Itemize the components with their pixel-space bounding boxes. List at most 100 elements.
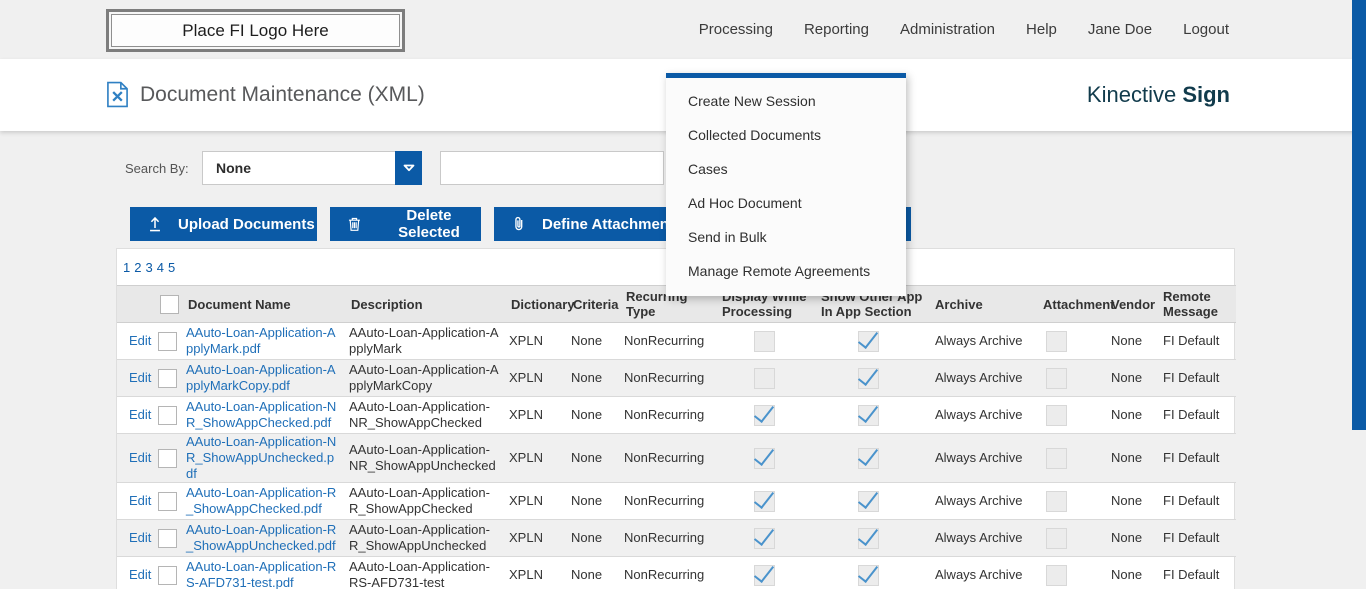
- display-while-processing-checkbox[interactable]: [754, 367, 775, 389]
- document-name-link[interactable]: AAuto-Loan-Application-ApplyMark.pdf: [186, 325, 336, 356]
- show-other-app-checkbox[interactable]: [858, 330, 879, 352]
- upload-documents-button[interactable]: Upload Documents: [130, 207, 317, 241]
- dictionary-cell: XPLN: [509, 450, 543, 465]
- fi-logo-text: Place FI Logo Here: [182, 20, 329, 40]
- brand-product: Sign: [1182, 82, 1230, 107]
- recurring-type-cell: NonRecurring: [624, 567, 705, 582]
- table-row: Edit AAuto-Loan-Application-RS-AFD731-te…: [117, 556, 1236, 589]
- show-other-app-checkbox[interactable]: [858, 367, 879, 389]
- edit-link[interactable]: Edit: [129, 407, 152, 422]
- nav-item-reporting[interactable]: Reporting: [803, 21, 869, 38]
- show-other-app-checkbox[interactable]: [858, 527, 879, 549]
- attachment-checkbox[interactable]: [1046, 404, 1067, 426]
- description-cell: AAuto-Loan-Application-R_ShowAppUnchecke…: [349, 522, 490, 553]
- attachment-checkbox[interactable]: [1046, 564, 1067, 586]
- menu-item-send-in-bulk[interactable]: Send in Bulk: [688, 229, 767, 245]
- document-name-link[interactable]: AAuto-Loan-Application-R_ShowAppChecked.…: [186, 485, 337, 516]
- menu-item-create-new-session[interactable]: Create New Session: [688, 93, 816, 109]
- edit-link[interactable]: Edit: [129, 333, 152, 348]
- page-title: Document Maintenance (XML): [140, 83, 425, 106]
- attachment-checkbox[interactable]: [1046, 367, 1067, 389]
- search-by-selected-value: None: [216, 160, 251, 176]
- edit-link[interactable]: Edit: [129, 493, 152, 508]
- document-name-link[interactable]: AAuto-Loan-Application-ApplyMarkCopy.pdf: [186, 362, 336, 393]
- attachment-checkbox[interactable]: [1046, 490, 1067, 512]
- attachment-checkbox[interactable]: [1046, 447, 1067, 469]
- document-name-link[interactable]: AAuto-Loan-Application-R_ShowAppUnchecke…: [186, 522, 337, 553]
- show-other-app-checkbox[interactable]: [858, 490, 879, 512]
- attachment-checkbox[interactable]: [1046, 330, 1067, 352]
- page-link-2[interactable]: 2: [134, 259, 142, 275]
- processing-dropdown-menu: Create New Session Collected Documents C…: [666, 73, 906, 296]
- dictionary-cell: XPLN: [509, 370, 543, 385]
- edit-link[interactable]: Edit: [129, 450, 152, 465]
- show-other-app-checkbox[interactable]: [858, 404, 879, 426]
- recurring-type-cell: NonRecurring: [624, 493, 705, 508]
- page-link-5[interactable]: 5: [167, 259, 176, 275]
- show-other-app-checkbox[interactable]: [858, 564, 879, 586]
- row-select-checkbox[interactable]: [158, 448, 177, 468]
- menu-item-cases[interactable]: Cases: [688, 161, 728, 177]
- menu-item-manage-remote-agreements[interactable]: Manage Remote Agreements: [688, 263, 871, 279]
- row-select-checkbox[interactable]: [158, 528, 177, 548]
- row-select-checkbox[interactable]: [158, 331, 177, 351]
- remote-message-cell: FI Default: [1163, 567, 1220, 582]
- row-select-checkbox[interactable]: [158, 405, 177, 425]
- nav-item-administration[interactable]: Administration: [899, 21, 996, 38]
- chevron-down-icon[interactable]: [395, 151, 422, 185]
- row-select-checkbox[interactable]: [158, 368, 177, 388]
- row-select-checkbox[interactable]: [158, 491, 177, 511]
- table-row: Edit AAuto-Loan-Application-R_ShowAppUnc…: [117, 519, 1236, 557]
- col-header-edit: [117, 286, 153, 323]
- edit-link[interactable]: Edit: [129, 530, 152, 545]
- display-while-processing-checkbox[interactable]: [754, 564, 775, 586]
- archive-cell: Always Archive: [935, 450, 1023, 465]
- document-name-link[interactable]: AAuto-Loan-Application-RS-AFD731-test.pd…: [186, 559, 337, 589]
- col-header-vendor: Vendor: [1111, 296, 1156, 312]
- show-other-app-checkbox[interactable]: [858, 447, 879, 469]
- document-name-link[interactable]: AAuto-Loan-Application-NR_ShowAppUncheck…: [186, 434, 337, 481]
- menu-item-collected-documents[interactable]: Collected Documents: [688, 127, 822, 143]
- criteria-cell: None: [571, 450, 603, 465]
- display-while-processing-checkbox[interactable]: [754, 490, 775, 512]
- display-while-processing-checkbox[interactable]: [754, 527, 775, 549]
- row-select-checkbox[interactable]: [158, 565, 177, 585]
- attachment-checkbox[interactable]: [1046, 527, 1067, 549]
- col-header-description: Description: [351, 296, 423, 312]
- recurring-type-cell: NonRecurring: [624, 333, 705, 348]
- recurring-type-cell: NonRecurring: [624, 370, 705, 385]
- criteria-cell: None: [571, 333, 603, 348]
- nav-item-logout[interactable]: Logout: [1183, 21, 1229, 38]
- delete-selected-button[interactable]: Delete Selected: [330, 207, 481, 241]
- page-link-3[interactable]: 3: [145, 259, 153, 275]
- scrollbar-track[interactable]: [1352, 0, 1366, 589]
- remote-message-cell: FI Default: [1163, 493, 1220, 508]
- nav-item-processing[interactable]: Processing: [698, 21, 773, 38]
- vendor-cell: None: [1111, 530, 1143, 545]
- document-name-link[interactable]: AAuto-Loan-Application-NR_ShowAppChecked…: [186, 399, 337, 430]
- define-attachment-label: Define Attachment: [542, 215, 674, 233]
- search-by-select[interactable]: None: [202, 151, 422, 185]
- nav-item-help[interactable]: Help: [1026, 21, 1057, 38]
- search-input[interactable]: [440, 151, 664, 185]
- page-link-1[interactable]: 1: [123, 259, 131, 275]
- criteria-cell: None: [571, 567, 603, 582]
- menu-item-ad-hoc-document[interactable]: Ad Hoc Document: [688, 195, 802, 211]
- dictionary-cell: XPLN: [509, 530, 543, 545]
- select-all-checkbox[interactable]: [160, 294, 179, 314]
- brand-name: Kinective: [1086, 82, 1177, 107]
- scrollbar-thumb[interactable]: [1352, 0, 1366, 430]
- display-while-processing-checkbox[interactable]: [754, 447, 775, 469]
- document-xml-icon: [106, 81, 129, 113]
- nav-item-user[interactable]: Jane Doe: [1087, 21, 1153, 38]
- edit-link[interactable]: Edit: [129, 567, 152, 582]
- dictionary-cell: XPLN: [509, 333, 543, 348]
- table-row: Edit AAuto-Loan-Application-NR_ShowAppCh…: [117, 396, 1236, 434]
- criteria-cell: None: [571, 530, 603, 545]
- table-row: Edit AAuto-Loan-Application-R_ShowAppChe…: [117, 482, 1236, 520]
- display-while-processing-checkbox[interactable]: [754, 330, 775, 352]
- fi-logo-placeholder: Place FI Logo Here: [106, 9, 405, 52]
- edit-link[interactable]: Edit: [129, 370, 152, 385]
- display-while-processing-checkbox[interactable]: [754, 404, 775, 426]
- page-link-4[interactable]: 4: [156, 259, 164, 275]
